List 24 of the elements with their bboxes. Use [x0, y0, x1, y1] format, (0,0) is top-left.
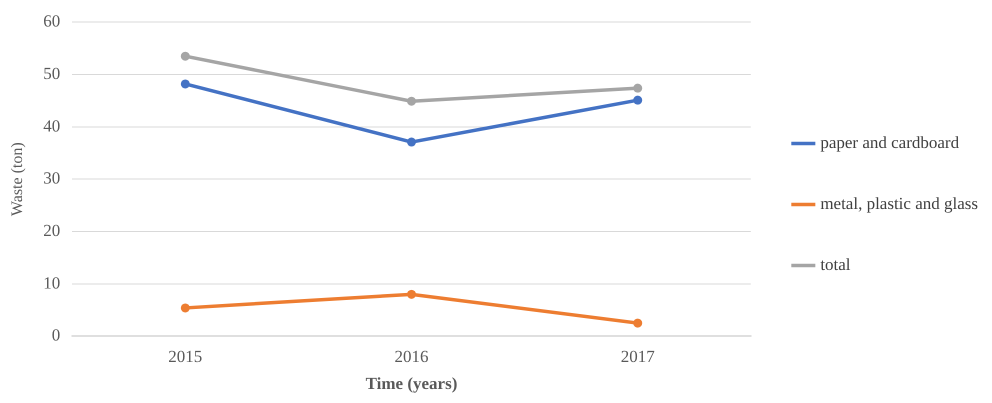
- y-tick-label: 30: [43, 168, 60, 188]
- x-tick-label: 2015: [168, 346, 202, 366]
- point: [407, 290, 416, 299]
- point: [180, 303, 190, 312]
- point: [407, 138, 416, 147]
- y-tick-label: 10: [43, 273, 60, 292]
- x-tick-label: 2016: [394, 346, 429, 366]
- y-tick-label: 60: [43, 12, 60, 31]
- point: [407, 96, 416, 106]
- y-tick-label: 20: [43, 221, 60, 240]
- legend-label: paper and cardboard: [820, 132, 960, 152]
- y-axis-title: Waste (ton): [8, 142, 26, 216]
- point: [180, 79, 190, 88]
- legend-label: metal, plastic and glass: [820, 194, 978, 213]
- y-tick-label: 50: [43, 64, 60, 83]
- x-axis-title: Time (years): [366, 374, 458, 394]
- point: [633, 84, 642, 93]
- y-tick-label: 40: [43, 116, 60, 136]
- legend-label: total: [820, 254, 851, 274]
- point: [180, 52, 190, 61]
- point: [633, 96, 642, 105]
- point: [633, 318, 642, 328]
- y-tick-label: 0: [52, 326, 60, 345]
- x-tick-label: 2017: [620, 346, 656, 366]
